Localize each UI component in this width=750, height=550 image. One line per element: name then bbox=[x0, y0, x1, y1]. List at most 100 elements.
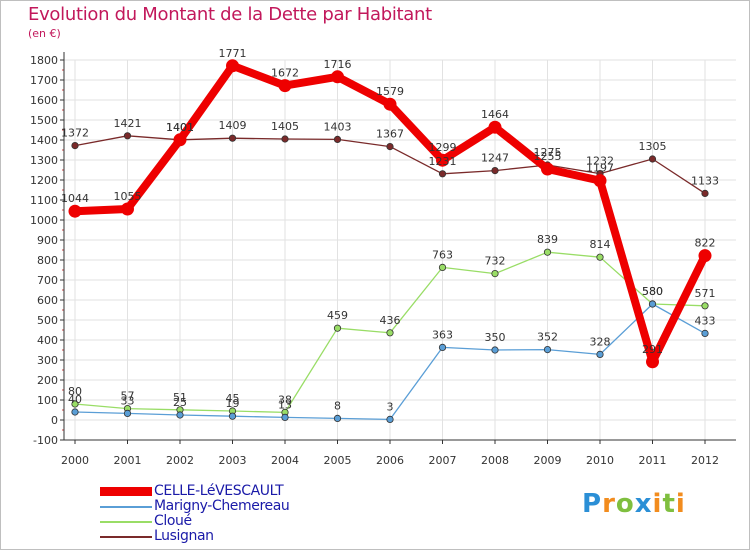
data-point-marigny-chemereau bbox=[543, 345, 552, 354]
data-label-marigny-chemereau: 433 bbox=[695, 314, 716, 327]
data-point-celle-l-vescault bbox=[331, 70, 344, 84]
data-label-marigny-chemereau: 13 bbox=[278, 398, 292, 411]
data-point-celle-l-vescault bbox=[593, 174, 607, 188]
data-label-celle-l-vescault: 291 bbox=[642, 343, 663, 356]
data-label-lusignan: 1305 bbox=[639, 140, 667, 153]
data-label-clou: 38 bbox=[278, 393, 292, 406]
logo-letter: r bbox=[602, 489, 616, 519]
data-label-clou: 580 bbox=[642, 285, 663, 298]
data-label-clou: 763 bbox=[432, 248, 453, 261]
data-point-clou bbox=[543, 248, 552, 256]
data-point-clou bbox=[701, 302, 709, 310]
data-label-celle-l-vescault: 1716 bbox=[324, 58, 352, 71]
data-point-celle-l-vescault bbox=[541, 162, 554, 176]
x-tick-label: 2008 bbox=[481, 454, 509, 467]
data-label-clou: 839 bbox=[537, 233, 558, 246]
logo-letter: i bbox=[652, 489, 663, 519]
data-point-clou bbox=[333, 324, 342, 332]
y-tick-label: 400 bbox=[37, 334, 58, 347]
logo-letter: t bbox=[662, 489, 676, 519]
data-point-clou bbox=[491, 269, 499, 278]
legend-swatch bbox=[100, 520, 152, 523]
data-point-marigny-chemereau bbox=[491, 346, 499, 354]
data-label-clou: 732 bbox=[485, 255, 506, 268]
data-point-lusignan bbox=[438, 170, 447, 178]
data-label-celle-l-vescault: 1055 bbox=[114, 190, 142, 203]
data-label-celle-l-vescault: 1579 bbox=[376, 85, 404, 98]
x-tick-label: 2003 bbox=[219, 454, 247, 467]
y-tick-label: 200 bbox=[37, 374, 58, 387]
y-tick-label: 0 bbox=[51, 414, 58, 427]
y-tick-label: 1400 bbox=[30, 134, 58, 147]
data-point-marigny-chemereau bbox=[123, 409, 132, 417]
y-tick-label: 100 bbox=[37, 394, 58, 407]
legend-swatch bbox=[100, 487, 152, 496]
data-point-lusignan bbox=[281, 135, 289, 143]
data-label-marigny-chemereau: 40 bbox=[68, 393, 82, 406]
y-tick-label: 1100 bbox=[30, 194, 58, 207]
data-point-celle-l-vescault bbox=[436, 153, 449, 167]
x-tick-label: 2002 bbox=[166, 454, 194, 467]
data-label-marigny-chemereau: 352 bbox=[537, 331, 558, 344]
legend-swatch bbox=[100, 505, 152, 508]
y-tick-label: 1500 bbox=[30, 114, 58, 127]
data-point-celle-l-vescault bbox=[226, 59, 239, 73]
data-point-celle-l-vescault bbox=[383, 97, 397, 111]
data-label-lusignan: 1367 bbox=[376, 128, 404, 141]
data-label-celle-l-vescault: 1464 bbox=[481, 108, 509, 121]
data-point-lusignan bbox=[333, 135, 342, 143]
legend-label: Cloué bbox=[154, 513, 192, 529]
data-label-lusignan: 1247 bbox=[481, 152, 509, 165]
data-label-marigny-chemereau: 3 bbox=[387, 400, 394, 413]
y-tick-label: 1200 bbox=[30, 174, 58, 187]
data-point-lusignan bbox=[123, 132, 132, 140]
data-label-clou: 814 bbox=[590, 238, 611, 251]
legend-label: Marigny-Chemereau bbox=[154, 498, 290, 514]
data-label-marigny-chemereau: 33 bbox=[121, 394, 135, 407]
data-label-clou: 45 bbox=[226, 392, 240, 405]
data-point-lusignan bbox=[491, 167, 499, 175]
data-point-lusignan bbox=[228, 134, 237, 142]
x-tick-label: 2011 bbox=[639, 454, 667, 467]
data-label-lusignan: 1275 bbox=[534, 146, 562, 159]
data-point-marigny-chemereau bbox=[281, 413, 289, 421]
y-tick-label: 1300 bbox=[30, 154, 58, 167]
data-label-lusignan: 1403 bbox=[324, 120, 352, 133]
data-point-marigny-chemereau bbox=[386, 415, 394, 423]
x-tick-label: 2006 bbox=[376, 454, 404, 467]
logo-letter: i bbox=[675, 489, 686, 519]
data-point-marigny-chemereau bbox=[438, 343, 447, 351]
data-label-lusignan: 1421 bbox=[114, 117, 142, 130]
legend-label: Lusignan bbox=[154, 528, 214, 544]
data-point-celle-l-vescault bbox=[121, 202, 134, 216]
y-tick-label: 500 bbox=[37, 314, 58, 327]
y-tick-label: 600 bbox=[37, 294, 58, 307]
data-point-lusignan bbox=[71, 142, 79, 150]
x-tick-label: 2010 bbox=[586, 454, 614, 467]
data-point-marigny-chemereau bbox=[701, 329, 709, 337]
data-point-lusignan bbox=[386, 143, 394, 151]
data-point-clou bbox=[596, 253, 604, 261]
data-label-lusignan: 1372 bbox=[61, 127, 89, 140]
axes: -100 0 100 200 300 400 500 600 700 800 900 1000 1100… bbox=[30, 52, 736, 467]
data-label-lusignan: 1232 bbox=[586, 155, 614, 168]
x-tick-label: 2000 bbox=[61, 454, 89, 467]
data-label-celle-l-vescault: 1299 bbox=[429, 141, 457, 154]
data-label-celle-l-vescault: 1401 bbox=[166, 121, 194, 134]
data-label-marigny-chemereau: 580 bbox=[642, 285, 663, 298]
data-label-clou: 436 bbox=[380, 314, 401, 327]
data-point-celle-l-vescault bbox=[278, 79, 292, 93]
legend-item: Cloué bbox=[100, 514, 289, 529]
data-label-celle-l-vescault: 1672 bbox=[271, 67, 299, 80]
y-tick-label: 1700 bbox=[30, 74, 58, 87]
data-label-marigny-chemereau: 8 bbox=[334, 399, 341, 412]
data-label-clou: 80 bbox=[68, 385, 82, 398]
data-point-marigny-chemereau bbox=[596, 350, 604, 358]
data-label-lusignan: 1231 bbox=[429, 155, 457, 168]
legend-label: CELLE-LéVESCAULT bbox=[154, 483, 284, 499]
y-tick-label: 1800 bbox=[30, 54, 58, 67]
x-tick-label: 2001 bbox=[114, 454, 142, 467]
y-tick-label: 1600 bbox=[30, 94, 58, 107]
legend-item: CELLE-LéVESCAULT bbox=[100, 484, 289, 499]
